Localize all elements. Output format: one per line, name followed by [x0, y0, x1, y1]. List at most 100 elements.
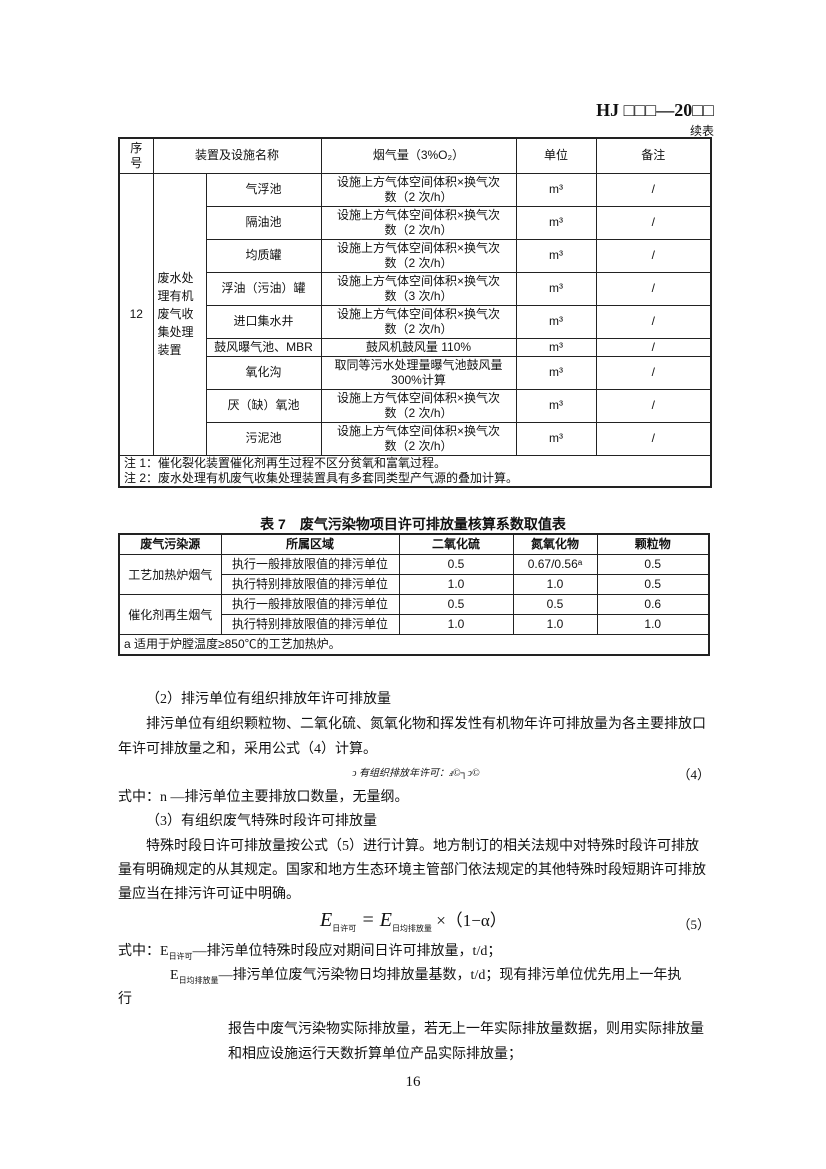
table-row: 执行特别排放限值的排污单位 1.0 1.0 1.0	[119, 614, 710, 635]
flue-volume: 设施上方气体空间体积×换气次数（2 次/h）	[320, 304, 517, 339]
paragraph: 特殊时段日许可排放量按公式（5）进行计算。地方制订的相关法规中对特殊时段许可排放…	[118, 839, 706, 902]
value-cell: 0.67/0.56ᵃ	[512, 554, 598, 575]
remark: /	[595, 172, 712, 207]
coefficient-table: 废气污染源 所属区域 二氧化硫 氮氧化物 颗粒物 工艺加热炉烟气 执行一般排放限值…	[118, 533, 710, 656]
where-clause-wrap: 行	[118, 992, 132, 1007]
unit: m³	[515, 172, 597, 207]
remark: /	[595, 421, 712, 456]
facility-name: 气浮池	[205, 172, 322, 207]
table-footnote: a 适用于炉膛温度≥850℃的工艺加热炉。	[118, 634, 710, 656]
table7-title: 表 7 废气污染物项目许可排放量核算系数取值表	[260, 516, 566, 532]
unit: m³	[515, 271, 597, 306]
where-clause: E日均排放量—排污单位废气污染物日均排放量基数，t/d；现有排污单位优先用上一年…	[170, 968, 682, 985]
remark: /	[595, 304, 712, 339]
where-clause: 式中：E日许可—排污单位特殊时段应对期间日许可排放量，t/d；	[118, 944, 502, 961]
facility-name: 厌（缺）氧池	[205, 388, 322, 423]
table-row: 浮油（污油）罐 设施上方气体空间体积×换气次数（3 次/h） m³ /	[119, 271, 712, 306]
table-row: 12 废水处理有机废气收集处理装置 气浮池 设施上方气体空间体积×换气次数（2 次/h…	[118, 172, 712, 456]
value-cell: 0.5	[596, 574, 710, 595]
continued-label: 续表	[689, 124, 714, 138]
facility-name: 均质罐	[205, 238, 322, 273]
value-cell: 0.6	[596, 594, 710, 615]
table-row: 厌（缺）氧池 设施上方气体空间体积×换气次数（2 次/h） m³ /	[119, 388, 712, 423]
table-row: 工艺加热炉烟气 执行一般排放限值的排污单位 0.5 0.67/0.56ᵃ 0.5	[118, 554, 710, 595]
remark: /	[595, 238, 712, 273]
equation-4: ↄ 有组织排放年许可：ⅎ©┐ↄ©	[352, 768, 480, 779]
col-header: 烟气量（3%O₂）	[320, 137, 517, 174]
col-header: 废气污染源	[118, 533, 222, 555]
col-header: 所属区域	[220, 533, 400, 555]
value-cell: 执行一般排放限值的排污单位	[220, 594, 400, 615]
facility-name: 污泥池	[205, 421, 322, 456]
table-row: 氧化沟 取同等污水处理量曝气池鼓风量300%计算 m³ /	[119, 355, 712, 390]
flue-volume: 设施上方气体空间体积×换气次数（2 次/h）	[320, 388, 517, 423]
source-cell: 催化剂再生烟气	[118, 594, 222, 635]
flue-volume: 设施上方气体空间体积×换气次数（3 次/h）	[320, 271, 517, 306]
value-cell: 1.0	[596, 614, 710, 635]
facility-name: 隔油池	[205, 205, 322, 240]
facility-name: 进口集水井	[205, 304, 322, 339]
col-header: 备注	[595, 137, 712, 174]
seq-cell: 12	[118, 172, 154, 456]
unit: m³	[515, 205, 597, 240]
flue-volume: 设施上方气体空间体积×换气次数（2 次/h）	[320, 205, 517, 240]
col-header: 二氧化硫	[398, 533, 514, 555]
page-number: 16	[405, 1074, 421, 1090]
col-header: 颗粒物	[596, 533, 710, 555]
equation-number: （5）	[677, 917, 710, 932]
remark: /	[595, 205, 712, 240]
value-cell: 0.5	[512, 594, 598, 615]
table-row: 隔油池 设施上方气体空间体积×换气次数（2 次/h） m³ /	[119, 205, 712, 240]
value-cell: 执行特别排放限值的排污单位	[220, 614, 400, 635]
flue-volume: 鼓风机鼓风量 110%	[320, 337, 517, 357]
value-cell: 0.5	[398, 554, 514, 575]
col-header: 装置及设施名称	[152, 137, 322, 174]
document-code: HJ □□□—20□□	[596, 100, 714, 120]
section-heading: （3）有组织废气特殊时段许可排放量	[146, 814, 377, 829]
remark: /	[595, 355, 712, 390]
value-cell: 0.5	[398, 594, 514, 615]
value-cell: 执行特别排放限值的排污单位	[220, 574, 400, 595]
value-cell: 执行一般排放限值的排污单位	[220, 554, 400, 575]
equation-number: （4）	[677, 767, 710, 782]
table-row: 催化剂再生烟气 执行一般排放限值的排污单位 0.5 0.5 0.6	[118, 594, 710, 635]
unit: m³	[515, 337, 597, 357]
table-row: 均质罐 设施上方气体空间体积×换气次数（2 次/h） m³ /	[119, 238, 712, 273]
where-clause: 式中：n —排污单位主要排放口数量，无量纲。	[118, 790, 409, 805]
facility-name: 氧化沟	[205, 355, 322, 390]
value-cell: 1.0	[512, 614, 598, 635]
unit: m³	[515, 421, 597, 456]
col-header: 氮氧化物	[512, 533, 598, 555]
category-cell: 废水处理有机废气收集处理装置	[152, 172, 207, 456]
remark: /	[595, 271, 712, 306]
unit: m³	[515, 238, 597, 273]
facility-name: 浮油（污油）罐	[205, 271, 322, 306]
table-row: 鼓风曝气池、MBR 鼓风机鼓风量 110% m³ /	[119, 337, 712, 357]
remark: /	[595, 388, 712, 423]
facility-name: 鼓风曝气池、MBR	[205, 337, 322, 357]
col-header: 序号	[118, 137, 154, 174]
equation-5: E日许可 = E日均排放量 ×（1−α）	[320, 909, 507, 933]
value-cell: 1.0	[398, 574, 514, 595]
unit: m³	[515, 355, 597, 390]
table-note: 注 1：催化裂化装置催化剂再生过程不区分贫氧和富氧过程。注 2：废水处理有机废气…	[118, 454, 712, 487]
paragraph: 排污单位有组织颗粒物、二氧化硫、氮氧化物和挥发性有机物年许可排放量为各主要排放口…	[118, 717, 706, 757]
value-cell: 1.0	[398, 614, 514, 635]
table-row: 污泥池 设施上方气体空间体积×换气次数（2 次/h） m³ /	[119, 421, 712, 456]
table-row: 进口集水井 设施上方气体空间体积×换气次数（2 次/h） m³ /	[119, 304, 712, 339]
unit: m³	[515, 388, 597, 423]
value-cell: 0.5	[596, 554, 710, 575]
value-cell: 1.0	[512, 574, 598, 595]
table-row: 执行特别排放限值的排污单位 1.0 1.0 0.5	[119, 574, 710, 595]
source-cell: 工艺加热炉烟气	[118, 554, 222, 595]
flue-volume: 取同等污水处理量曝气池鼓风量300%计算	[320, 355, 517, 390]
section-heading: （2）排污单位有组织排放年许可排放量	[146, 692, 391, 707]
facility-flue-table: 序号 装置及设施名称 烟气量（3%O₂） 单位 备注 12 废水处理有机废气收集处…	[118, 137, 712, 488]
where-clause-cont: 报告中废气污染物实际排放量，若无上一年实际排放量数据，则用实际排放量和相应设施运…	[228, 1022, 704, 1062]
flue-volume: 设施上方气体空间体积×换气次数（2 次/h）	[320, 238, 517, 273]
col-header: 单位	[515, 137, 597, 174]
flue-volume: 设施上方气体空间体积×换气次数（2 次/h）	[320, 172, 517, 207]
unit: m³	[515, 304, 597, 339]
flue-volume: 设施上方气体空间体积×换气次数（2 次/h）	[320, 421, 517, 456]
remark: /	[595, 337, 712, 357]
